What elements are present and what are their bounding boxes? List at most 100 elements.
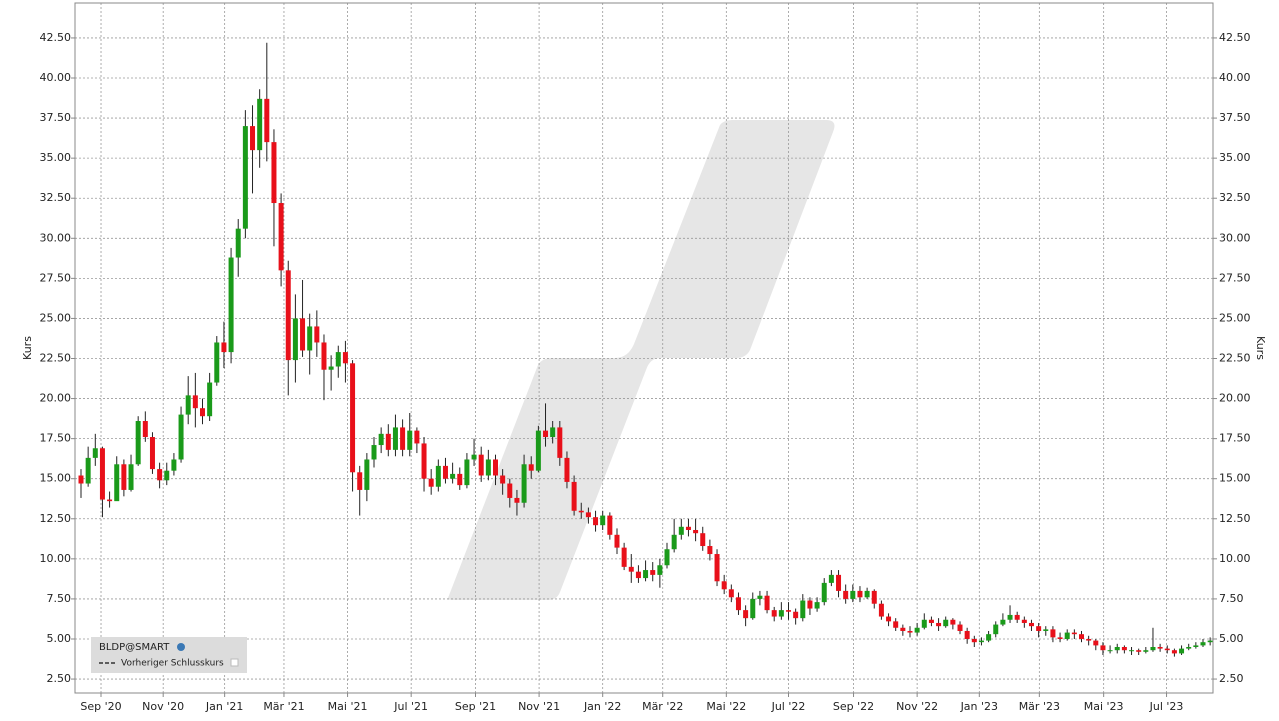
candle-body <box>1079 634 1085 639</box>
candle-body <box>1000 619 1006 625</box>
candle-body <box>442 465 448 479</box>
candle-body <box>1129 650 1135 652</box>
candle-body <box>900 627 906 631</box>
candle-body <box>278 203 284 271</box>
candle-body <box>199 408 205 417</box>
x-tick-label: Mär '22 <box>642 700 683 713</box>
y2-tick-label: 30.00 <box>1219 231 1251 244</box>
candle-body <box>693 529 699 534</box>
candle-body <box>242 126 248 229</box>
candle-body <box>1179 648 1185 654</box>
y2-tick-label: 35.00 <box>1219 151 1251 164</box>
candle-body <box>400 427 406 450</box>
candle-body <box>357 472 363 490</box>
candle-body <box>1050 629 1056 638</box>
y2-tick-label: 32.50 <box>1219 191 1251 204</box>
candle-body <box>571 481 577 511</box>
x-tick-label: Mai '23 <box>1084 700 1124 713</box>
y-tick-label: 22.50 <box>40 351 72 364</box>
candle-body <box>1114 647 1120 651</box>
candle-body <box>1121 647 1127 651</box>
y-tick-label: 12.50 <box>40 512 72 525</box>
x-tick-label: Sep '21 <box>455 700 496 713</box>
candle-body <box>643 570 649 579</box>
legend-checkbox[interactable] <box>230 658 239 667</box>
candle-body <box>285 270 291 361</box>
candle-body <box>814 602 820 609</box>
y-tick-label: 42.50 <box>40 31 72 44</box>
candle-body <box>500 475 506 484</box>
candle-body <box>921 619 927 628</box>
candle-body <box>314 326 320 343</box>
candle-body <box>178 414 184 460</box>
candle-body <box>235 228 241 258</box>
candle-body <box>392 427 398 450</box>
candle-body <box>271 142 277 204</box>
candle-body <box>128 464 134 490</box>
watermark <box>446 120 835 600</box>
candle-body <box>907 630 913 633</box>
y-axis-label: Kurs <box>21 336 34 360</box>
candle-body <box>214 342 220 383</box>
legend-box <box>91 637 247 673</box>
candle-body <box>171 459 177 471</box>
candle-body <box>1086 638 1092 641</box>
candle-body <box>207 382 213 417</box>
candle-body <box>292 318 298 361</box>
candle-body <box>1028 622 1034 627</box>
candle-body <box>157 469 163 481</box>
candle-body <box>585 512 591 518</box>
candle-body <box>1071 632 1077 635</box>
x-tick-label: Jan '23 <box>960 700 998 713</box>
y2-tick-label: 7.50 <box>1219 592 1244 605</box>
candle-body <box>478 454 484 476</box>
y-tick-label: 35.00 <box>40 151 72 164</box>
y-tick-label: 20.00 <box>40 392 72 405</box>
y2-axis-label: Kurs <box>1254 336 1267 360</box>
candles <box>78 42 1213 657</box>
candle-body <box>614 534 620 548</box>
legend-reference: Vorheriger Schlusskurs <box>121 659 224 669</box>
y-tick-label: 27.50 <box>40 271 72 284</box>
candle-body <box>578 510 584 513</box>
legend-series: BLDP@SMART <box>99 642 170 653</box>
y2-tick-label: 20.00 <box>1219 392 1251 405</box>
candle-body <box>328 366 334 370</box>
candle-body <box>864 590 870 598</box>
globe-icon[interactable] <box>177 643 185 651</box>
candle-body <box>428 478 434 487</box>
candle-body <box>650 570 656 575</box>
candle-body <box>507 483 513 498</box>
candle-body <box>192 395 198 409</box>
candle-body <box>735 597 741 611</box>
x-tick-label: Mai '21 <box>328 700 368 713</box>
candle-body <box>743 610 749 619</box>
candle-body <box>928 619 934 623</box>
candle-body <box>671 534 677 550</box>
candle-body <box>943 619 949 627</box>
y2-tick-label: 2.50 <box>1219 672 1244 685</box>
candle-body <box>786 610 792 612</box>
candle-body <box>964 630 970 639</box>
candle-body <box>378 433 384 446</box>
candle-body <box>421 443 427 479</box>
candle-body <box>1014 614 1020 620</box>
candle-body <box>1107 650 1113 652</box>
candle-body <box>621 547 627 567</box>
y2-tick-label: 10.00 <box>1219 552 1251 565</box>
candle-body <box>535 430 541 471</box>
y-tick-label: 10.00 <box>40 552 72 565</box>
candle-body <box>385 433 391 450</box>
candle-body <box>971 638 977 643</box>
y-tick-label: 30.00 <box>40 231 72 244</box>
candle-body <box>300 318 306 351</box>
candle-body <box>1100 645 1106 651</box>
candle-body <box>471 454 477 460</box>
candle-body <box>228 257 234 353</box>
candle-body <box>728 589 734 598</box>
candle-body <box>485 459 491 476</box>
candle-body <box>843 590 849 599</box>
candle-body <box>821 582 827 603</box>
candle-body <box>364 459 370 490</box>
candle-body <box>1193 645 1199 647</box>
